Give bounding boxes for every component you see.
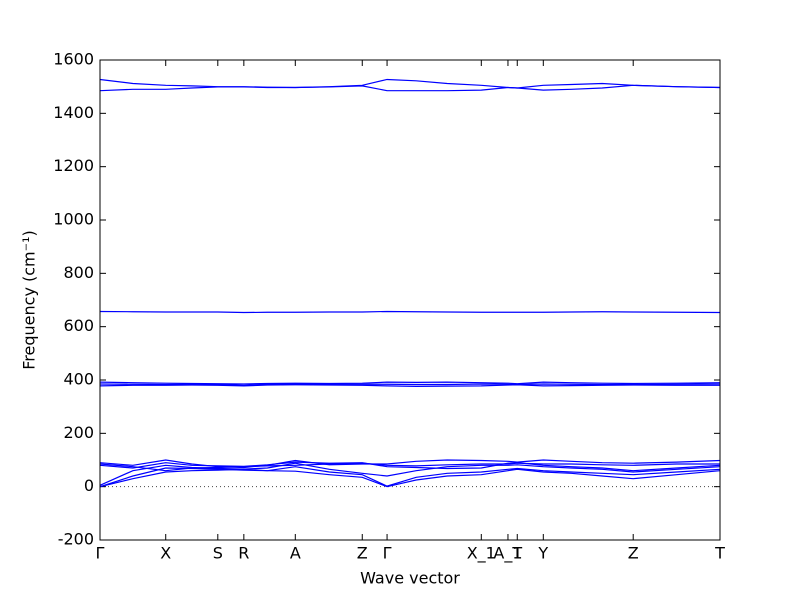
band-line (99, 84, 721, 92)
y-axis-label: Frequency (cm⁻¹) (20, 230, 39, 369)
y-tick-label: -200 (58, 530, 94, 549)
x-tick-label: S (213, 544, 223, 563)
x-tick-label: Γ (96, 544, 105, 563)
band-line (99, 78, 721, 89)
x-tick-label: Γ (383, 544, 392, 563)
y-tick-label: 1600 (53, 50, 94, 69)
y-tick-label: 400 (63, 370, 94, 389)
band-line (99, 381, 721, 385)
band-line (99, 468, 721, 488)
plot-frame (99, 59, 721, 541)
y-tick-label: 0 (84, 476, 94, 495)
y-tick-label: 1400 (53, 103, 94, 122)
y-tick-label: 600 (63, 316, 94, 335)
band-line (99, 461, 721, 472)
y-tick-label: 1200 (53, 156, 94, 175)
band-line (99, 462, 720, 472)
x-tick-label: T (511, 544, 522, 563)
y-tick-label: 800 (63, 263, 94, 282)
y-tick-label: 200 (63, 423, 94, 442)
x-tick-label: X (160, 544, 171, 563)
band-line (99, 310, 721, 314)
x-axis-label: Wave vector (360, 569, 460, 588)
band-line (99, 383, 721, 386)
x-tick-label: X_1 (467, 544, 496, 564)
y-tick-label: 1000 (53, 210, 94, 229)
band-line (99, 466, 721, 488)
x-tick-label: Y (537, 544, 548, 563)
band-line (99, 384, 720, 388)
x-tick-label: Z (628, 544, 639, 563)
x-tick-label: Z (357, 544, 368, 563)
x-tick-label: T (714, 544, 725, 563)
x-tick-label: R (238, 544, 249, 563)
x-tick-label: A_1 (493, 544, 522, 564)
x-tick-label: A (290, 544, 301, 563)
